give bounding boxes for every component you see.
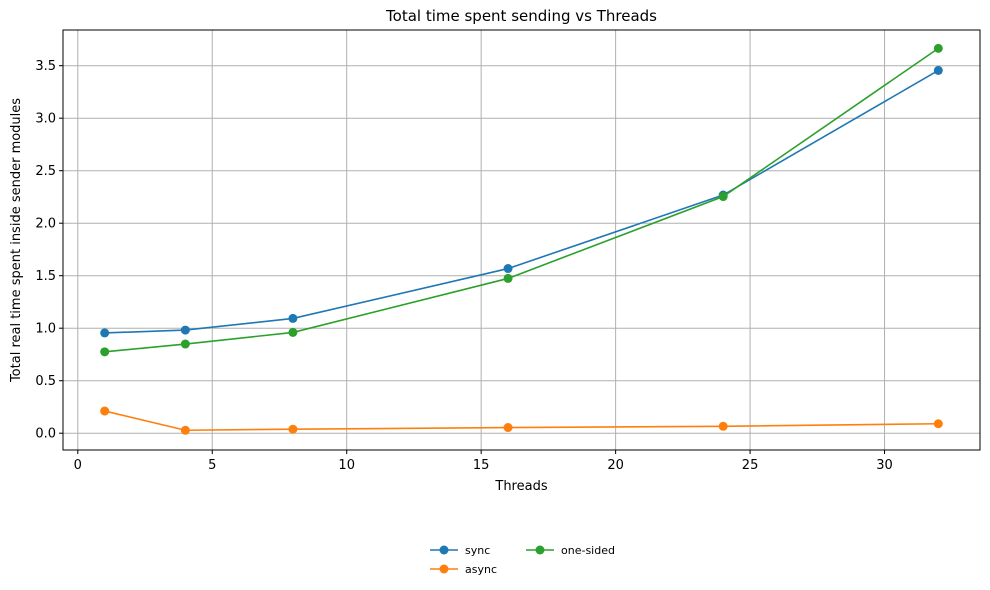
data-point-async: [288, 424, 298, 434]
y-tick-label: 2.5: [35, 164, 56, 179]
plot-frame: [62, 29, 981, 451]
series-line-sync: [104, 69, 939, 334]
data-point-sync: [180, 325, 190, 335]
legend-label-sync: sync: [465, 544, 490, 557]
legend-marker-async: [439, 564, 449, 574]
x-tick-label: 15: [473, 458, 490, 473]
data-point-one-sided: [180, 339, 190, 349]
legend-item-async: async: [430, 563, 497, 576]
y-tick-label: 0.0: [35, 427, 56, 442]
series-sync: [100, 65, 943, 338]
data-point-one-sided: [933, 43, 943, 53]
data-point-one-sided: [718, 192, 728, 202]
x-tick-label: 30: [876, 458, 893, 473]
y-axis-label: Total real time spent inside sender modu…: [9, 98, 24, 383]
data-point-sync: [933, 65, 943, 75]
chart-title: Total time spent sending vs Threads: [385, 7, 657, 25]
y-tick-label: 1.5: [35, 269, 56, 284]
x-tick-label: 25: [742, 458, 759, 473]
data-point-async: [718, 421, 728, 431]
series-layer: [100, 43, 943, 435]
y-tick-label: 0.5: [35, 374, 56, 389]
legend-item-sync: sync: [430, 544, 490, 557]
grid: [63, 30, 980, 450]
data-point-one-sided: [288, 327, 298, 337]
data-point-async: [503, 423, 513, 433]
x-axis-label: Threads: [494, 479, 547, 494]
x-tick-label: 5: [208, 458, 216, 473]
series-line-one-sided: [104, 47, 939, 353]
legend-label-one-sided: one-sided: [561, 544, 615, 557]
legend-label-async: async: [465, 563, 497, 576]
data-point-one-sided: [100, 347, 110, 357]
legend: sync async one-sided: [430, 544, 615, 576]
data-point-async: [180, 425, 190, 435]
y-tick-label: 3.0: [35, 112, 56, 127]
x-tick-label: 0: [74, 458, 82, 473]
data-point-sync: [100, 328, 110, 338]
y-tick-label: 3.5: [35, 59, 56, 74]
series-async: [100, 406, 943, 435]
legend-item-one-sided: one-sided: [526, 544, 615, 557]
y-tick-label: 2.0: [35, 217, 56, 232]
x-tick-label: 10: [338, 458, 355, 473]
data-point-sync: [503, 264, 513, 274]
x-tick-label: 20: [607, 458, 624, 473]
y-tick-label: 1.0: [35, 322, 56, 337]
legend-marker-sync: [439, 545, 449, 555]
data-point-async: [933, 419, 943, 429]
series-one-sided: [100, 43, 943, 357]
data-point-async: [100, 406, 110, 416]
data-point-sync: [288, 313, 298, 323]
series-line-async: [104, 410, 939, 432]
ticks: 0 5 10 15 20 25 30 0.0 0.5 1.0 1.5 2.0 2.5 3.0 3.5: [35, 59, 892, 473]
data-point-one-sided: [503, 273, 513, 283]
legend-marker-one-sided: [535, 545, 545, 555]
